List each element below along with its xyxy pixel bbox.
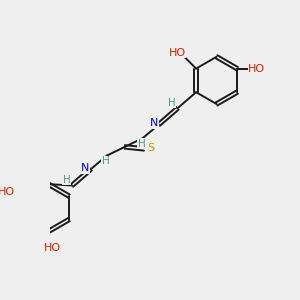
Text: N: N [81, 163, 89, 173]
Text: H: H [168, 98, 176, 108]
Text: H: H [137, 139, 145, 149]
Text: HO: HO [0, 187, 15, 197]
Text: H: H [63, 175, 70, 185]
Text: S: S [147, 143, 154, 153]
Text: HO: HO [248, 64, 266, 74]
Text: HO: HO [44, 243, 61, 253]
Text: N: N [150, 118, 158, 128]
Text: H: H [102, 156, 110, 166]
Text: HO: HO [168, 48, 185, 58]
